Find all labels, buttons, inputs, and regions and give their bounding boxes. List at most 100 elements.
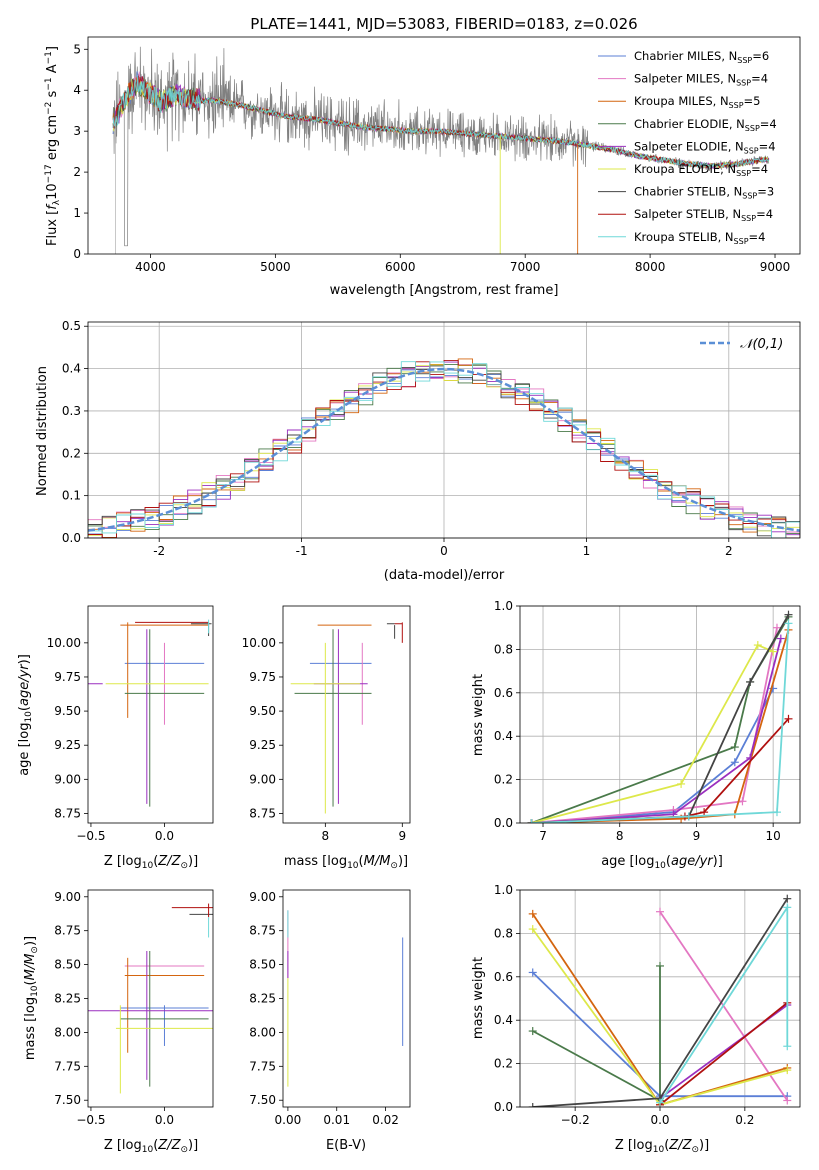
y-tick-label: 1 [73,206,81,220]
mass-vs-extinction-panel: 0.00 0.01 0.02 7.50 7.75 8.00 8.25 8.50 8.75 9.00… [249,889,411,1153]
y-tick-label: 2 [73,165,81,179]
weight-z-ylabel: mass weight [471,957,486,1039]
y-tick-label: 9.50 [54,704,81,718]
residual-ylabel: Normed distribution [35,366,50,496]
error-bars [287,910,404,1087]
y-tick-label: 9.50 [249,704,276,718]
age-z-ylabel: age [log10(age/yr)] [17,654,34,776]
y-tick-label: 9.00 [249,772,276,786]
y-tick-label: 0.1 [62,489,81,503]
y-tick-label: 8.75 [249,924,276,938]
y-tick-label: 0.6 [494,686,513,700]
legend-label: Salpeter ELODIE, NSSP=4 [634,139,776,155]
legend-label: Chabrier STELIB, NSSP=3 [634,185,774,201]
x-tick-label: 8000 [635,260,666,274]
y-tick-label: 8.50 [54,958,81,972]
legend-label: Kroupa STELIB, NSSP=4 [634,230,765,246]
y-tick-label: 10.00 [47,636,81,650]
weight-lines [527,610,793,823]
x-tick-label: 5000 [260,260,291,274]
spectrum-panel: PLATE=1441, MJD=53083, FIBERID=0183, z=0… [44,15,801,298]
x-tick-label: 2 [725,544,733,558]
age-vs-metallicity-panel: −0.5 0.0 8.75 9.00 9.25 9.50 9.75 10.00 Z [log1… [17,605,214,871]
x-tick-label: 0.0 [650,1113,669,1127]
y-tick-label: 8.00 [54,1025,81,1039]
axes-frame [87,321,801,539]
x-tick-label: 0.0 [155,829,174,843]
age-vs-mass-panel: 8 9 8.75 9.00 9.25 9.50 9.75 10.00 mass [log10(… [242,605,411,871]
spectrum-traces [112,46,770,254]
weight-vs-age-panel: 7 8 9 10 0.0 0.2 0.4 0.6 0.8 1.0 age [log10(age/y… [471,599,801,871]
legend-label: Kroupa MILES, NSSP=5 [634,94,760,110]
y-tick-label: 9.75 [249,670,276,684]
y-tick-label: 9.25 [249,738,276,752]
y-tick-label: 0.8 [494,642,513,656]
x-tick-label: 0.01 [323,1113,350,1127]
x-tick-label: 10 [766,829,781,843]
x-tick-label: 9 [398,829,406,843]
y-tick-label: 1.0 [494,599,513,613]
x-tick-label: −0.2 [561,1113,590,1127]
weight-line [531,616,790,823]
weight-line [531,629,790,823]
axes-frame [519,889,801,1108]
gaussian-legend-label: 𝒩(0,1) [740,337,783,352]
weight-vs-metallicity-panel: −0.2 0.0 0.2 0.0 0.2 0.4 0.6 0.8 1.0 Z [log10(Z/… [471,883,801,1155]
x-tick-label: 6000 [385,260,416,274]
x-tick-label: 0.00 [275,1113,302,1127]
y-tick-label: 0.5 [62,319,81,333]
x-tick-label: 0.2 [735,1113,754,1127]
error-bars [290,622,403,814]
legend-label: Chabrier MILES, NSSP=6 [634,49,769,65]
axes-frame [519,605,801,824]
y-tick-label: 7.50 [249,1093,276,1107]
y-tick-label: 0.4 [62,362,81,376]
mass-z-ylabel: mass [log10(M/M⊙)] [23,936,40,1060]
y-tick-label: 0.2 [494,773,513,787]
mass-vs-metallicity-panel: −0.5 0.0 7.50 7.75 8.00 8.25 8.50 8.75 9.00 Z [l… [23,889,214,1155]
legend-label: Salpeter MILES, NSSP=4 [634,72,768,88]
histograms [88,358,800,538]
x-tick-label: 9 [693,829,701,843]
y-tick-label: 0.6 [494,970,513,984]
x-tick-label: 0.02 [372,1113,399,1127]
spectrum-legend: Chabrier MILES, NSSP=6 Salpeter MILES, NS… [598,49,777,246]
y-tick-label: 0.3 [62,404,81,418]
legend-label: Kroupa ELODIE, NSSP=4 [634,162,768,178]
y-tick-label: 0 [73,247,81,261]
y-tick-label: 9.00 [54,772,81,786]
axes-frame [282,889,411,1108]
y-tick-label: 0.0 [494,1100,513,1114]
weight-line [531,643,774,823]
legend-label: Chabrier ELODIE, NSSP=4 [634,117,777,133]
y-tick-label: 0.8 [494,926,513,940]
y-tick-label: 8.75 [249,806,276,820]
y-tick-label: 9.75 [54,670,81,684]
axes-frame [282,605,411,824]
y-tick-label: 3 [73,124,81,138]
residual-legend: 𝒩(0,1) [700,337,783,352]
weight-age-ylabel: mass weight [471,674,486,756]
y-tick-label: 8.75 [54,924,81,938]
y-tick-label: 8.00 [249,1025,276,1039]
y-tick-label: 8.25 [249,992,276,1006]
legend-label: Salpeter STELIB, NSSP=4 [634,207,773,223]
weight-line [531,627,778,823]
age-mass-xlabel: mass [log10(M/M⊙)] [284,854,408,871]
y-tick-label: 0.0 [494,816,513,830]
y-tick-label: 4 [73,83,81,97]
x-tick-label: 4000 [135,260,166,274]
weight-z-xlabel: Z [log10(Z/Z⊙)] [615,1138,709,1155]
x-tick-label: 1 [583,544,591,558]
model-spectrum [112,74,770,169]
mass-z-xlabel: Z [log10(Z/Z⊙)] [104,1138,198,1155]
y-tick-label: 9.00 [54,890,81,904]
axes-frame [87,889,214,1108]
gaussian-curve [88,367,800,532]
axes-frame [87,36,801,255]
y-tick-label: 0.4 [494,1013,513,1027]
residual-panel: -2 -1 0 1 2 0.0 0.1 0.2 0.3 0.4 0.5 (data-model)/e… [35,319,801,583]
y-tick-label: 7.50 [54,1093,81,1107]
spectrum-xlabel: wavelength [Angstrom, rest frame] [330,283,559,298]
